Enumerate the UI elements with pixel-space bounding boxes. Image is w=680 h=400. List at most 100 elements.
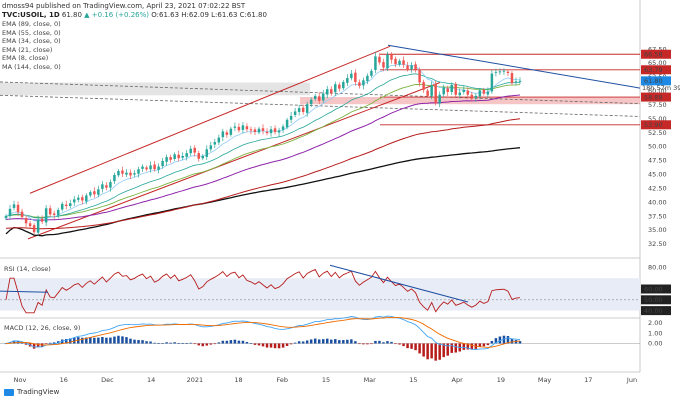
channel-upper-line: [29, 45, 391, 194]
time-tick-label: 15: [322, 376, 330, 384]
legend-ema55[interactable]: EMA (55, close, 0): [2, 28, 61, 37]
macd-histogram-bar: [233, 339, 237, 344]
macd-histogram-bar: [121, 336, 124, 344]
candle-body: [145, 167, 148, 170]
macd-histogram-bar: [374, 340, 377, 344]
candle-body: [97, 189, 100, 195]
macd-histogram-bar: [498, 336, 502, 344]
candle-body: [313, 95, 317, 99]
quote-main: 61.80: [59, 11, 85, 19]
candle-body: [157, 166, 160, 170]
macd-histogram-bar: [518, 341, 522, 344]
legend-ema34[interactable]: EMA (34, close, 0): [2, 37, 61, 46]
rsi-label-text: 60.00: [644, 285, 663, 293]
macd-histogram-bar: [313, 338, 317, 344]
macd-histogram-bar: [81, 337, 84, 344]
macd-histogram-bar: [330, 339, 333, 344]
macd-histogram-bar: [257, 343, 261, 346]
quote-ohlc: O:61.63 H:62.09 L:61.63 C:61.80: [149, 11, 267, 19]
candle-body: [56, 209, 60, 216]
candle-body: [253, 129, 257, 133]
candle-body: [378, 56, 381, 63]
rsi-label-box: [641, 295, 671, 305]
macd-histogram-bar: [430, 343, 433, 359]
macd-tick-label: 2.00: [648, 319, 662, 327]
footer-brand-label[interactable]: TradingView: [17, 388, 60, 396]
legend-ema89[interactable]: EMA (89, close, 0): [2, 20, 61, 28]
macd-histogram-bar: [362, 343, 365, 345]
time-tick-label: 2021: [187, 376, 204, 384]
macd-histogram-bar: [48, 342, 52, 344]
candle-body: [334, 84, 337, 93]
macd-histogram-bar: [293, 342, 297, 344]
candle-body: [125, 172, 128, 175]
macd-histogram-bar: [161, 342, 164, 344]
candle-body: [506, 71, 510, 74]
candle-body: [36, 219, 40, 233]
macd-histogram-bar: [370, 343, 373, 345]
candle-body: [454, 83, 457, 95]
candle-body: [466, 90, 470, 95]
candle-body: [113, 174, 116, 182]
macd-histogram-bar: [12, 340, 16, 344]
ema21-line: [5, 73, 521, 219]
price-label-text: 61.80: [644, 77, 663, 85]
macd-histogram-bar: [24, 343, 28, 345]
candle-body: [458, 92, 462, 96]
macd-histogram-bar: [378, 340, 381, 344]
time-tick-label: Feb: [277, 376, 289, 384]
macd-line: [5, 315, 521, 350]
candle-body: [249, 129, 253, 131]
candle-body: [354, 72, 357, 82]
macd-histogram-bar: [269, 343, 273, 348]
legend-ema8[interactable]: EMA (8, close): [2, 54, 49, 63]
candle-body: [462, 89, 466, 93]
macd-histogram-bar: [494, 338, 498, 344]
macd-histogram-bar: [342, 340, 345, 344]
candle-body: [105, 185, 108, 188]
macd-histogram-bar: [506, 336, 510, 344]
macd-histogram-bar: [197, 343, 200, 346]
price-label-text: 58.88: [644, 93, 663, 101]
macd-histogram-bar: [382, 342, 385, 344]
countdown-label: 18h 57m 39s: [642, 84, 680, 92]
candle-body: [342, 81, 345, 89]
candle-body: [394, 58, 397, 65]
candle-body: [362, 80, 365, 86]
macd-histogram-bar: [125, 337, 128, 344]
candle-body: [410, 65, 413, 70]
candle-body: [24, 218, 28, 224]
macd-histogram-bar: [414, 343, 417, 351]
macd-histogram-bar: [273, 343, 277, 349]
price-tick-label: 60.00: [648, 87, 667, 95]
legend-ema21[interactable]: EMA (21, close): [2, 45, 53, 54]
candle-body: [470, 94, 474, 99]
macd-histogram-bar: [253, 343, 257, 345]
symbol-name[interactable]: TVC:USOIL, 1D: [2, 11, 60, 19]
footer-brand: TradingView: [4, 388, 59, 396]
candle-body: [245, 126, 249, 130]
price-tick-label: 67.50: [648, 45, 667, 53]
candle-body: [478, 90, 482, 97]
macd-histogram-bar: [338, 340, 341, 344]
macd-histogram-bar: [193, 343, 196, 345]
candle-body: [93, 191, 96, 195]
candle-body: [73, 199, 76, 203]
macd-histogram-bar: [402, 343, 405, 347]
macd-title: MACD (12, 26, close, 9): [4, 324, 80, 332]
candle-body: [430, 85, 433, 96]
legend-ma144[interactable]: MA (144, close, 0): [2, 62, 61, 71]
macd-histogram-bar: [289, 343, 293, 345]
macd-histogram-bar: [185, 343, 188, 344]
candle-body: [60, 203, 64, 210]
candle-body: [273, 128, 277, 133]
candle-body: [285, 119, 289, 128]
macd-histogram-bar: [285, 343, 289, 346]
macd-histogram-bar: [101, 337, 104, 344]
rsi-label-text: 50.00: [644, 296, 663, 304]
macd-histogram-bar: [450, 343, 453, 353]
macd-histogram-bar: [165, 342, 168, 344]
macd-histogram-bar: [398, 343, 401, 345]
candle-body: [233, 126, 237, 128]
macd-histogram-bar: [281, 343, 285, 348]
